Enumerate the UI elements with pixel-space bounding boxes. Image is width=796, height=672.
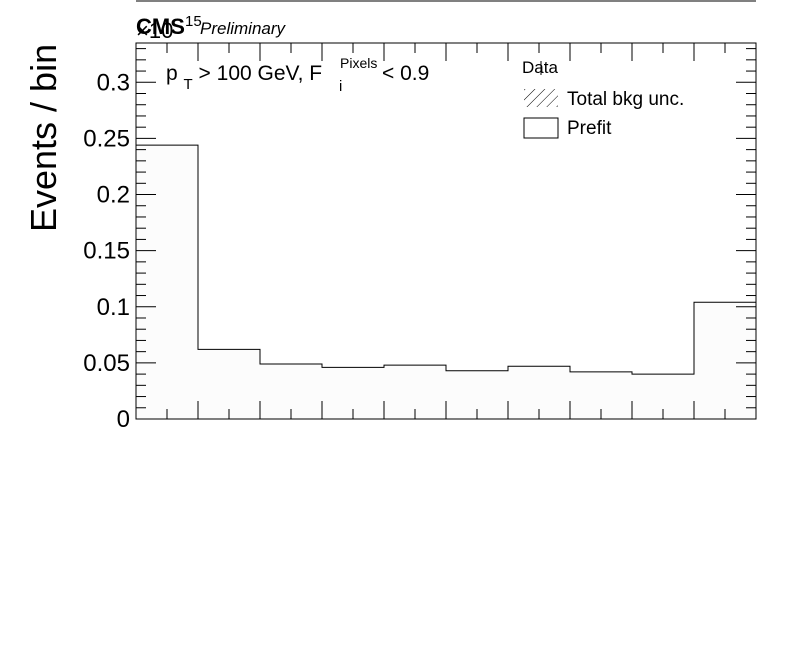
selection-annotation: p T > 100 GeV, F [166,62,322,94]
y-tick-label: 0.15 [83,238,130,265]
f-condition: < 0.9 [382,62,429,85]
pt-symbol: p [166,62,178,85]
legend-data-label: Data [522,58,558,77]
histogram-layer [135,144,757,419]
exponent-power: 15 [185,13,202,30]
y-tick-label: 0.1 [97,294,130,321]
cms-label: CMS [136,14,185,39]
histogram-outline [135,144,757,419]
pt-subscript: T [184,76,193,93]
histogram-bin [694,302,756,419]
y-axis-title: Events / bin [23,44,64,232]
histogram-bin [136,145,198,419]
legend: Data Total bkg unc. Prefit [522,58,684,139]
f-superscript: Pixels [340,55,377,71]
preliminary-label: Preliminary [200,19,287,38]
legend-prefit-label: Prefit [567,118,612,139]
exponent-base: ×10 [136,18,173,43]
legend-unc-label: Total bkg unc. [567,89,684,110]
y-tick-label: 0.05 [83,350,130,377]
y-tick-label: 0.3 [97,69,130,96]
axes-layer: 0 0.05 0.1 0.15 0.2 0.25 0.3 [83,42,757,433]
y-tick-label: 0.25 [83,125,130,152]
pt-condition: > 100 GeV, F [199,62,323,85]
y-tick-label: 0 [117,406,130,433]
legend-prefit-swatch [523,117,559,139]
f-subscript: i [339,78,342,95]
histogram-bin [198,349,260,419]
legend-unc-swatch [524,89,558,107]
y-tick-label: 0.2 [97,182,130,209]
